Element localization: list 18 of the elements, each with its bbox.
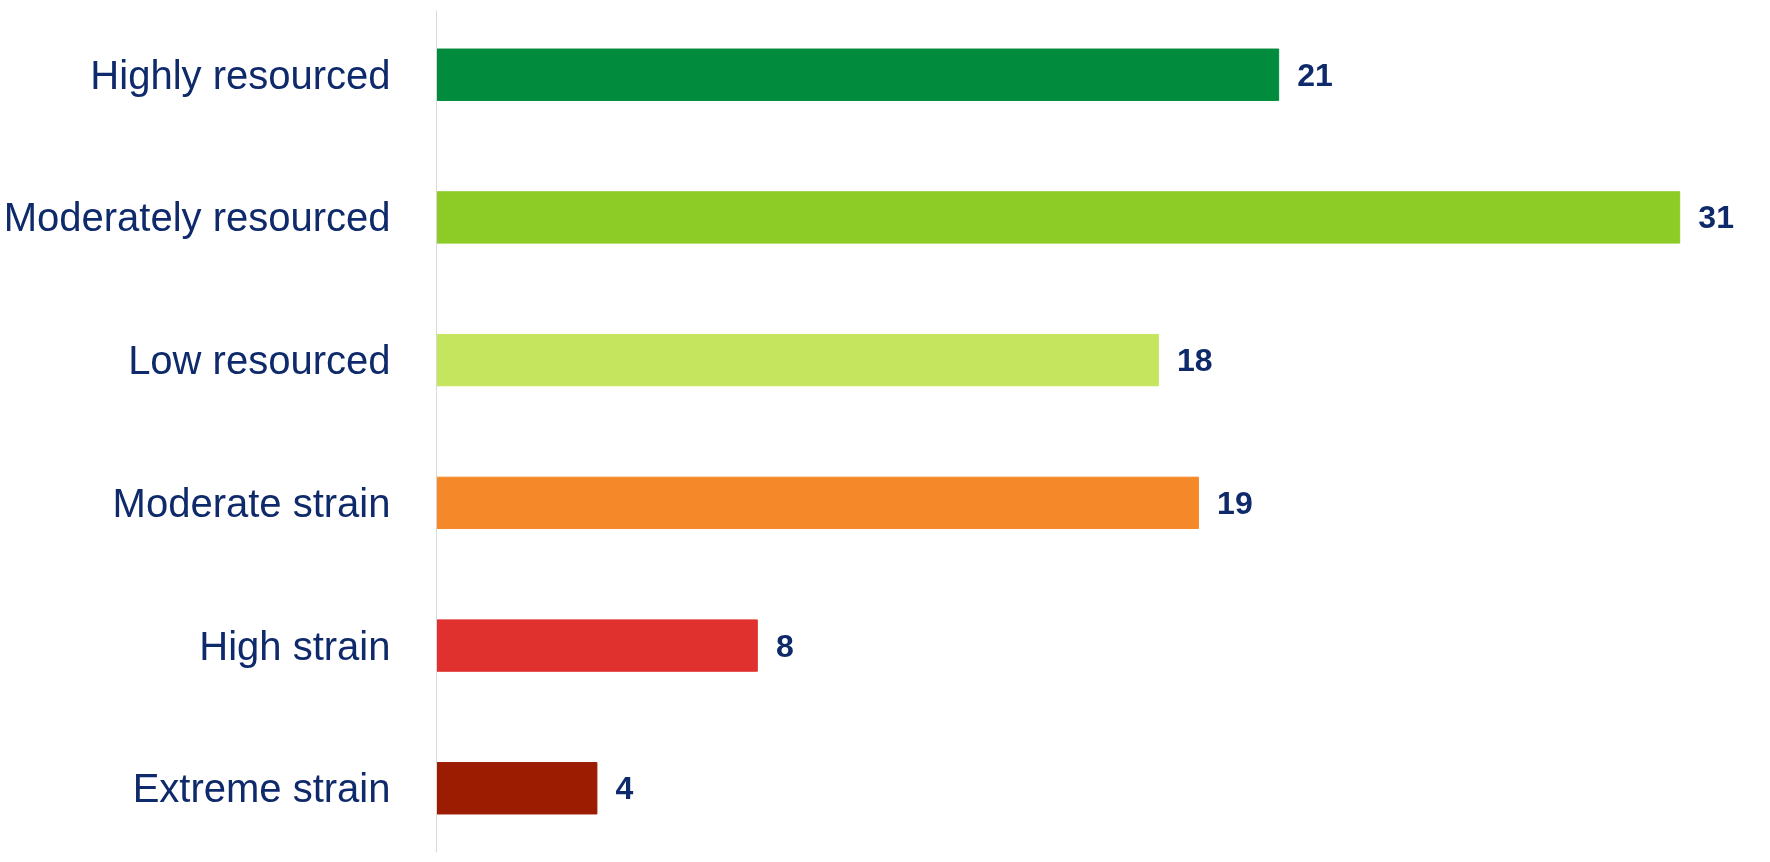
- bar: [436, 191, 1681, 244]
- y-tick-label: Highly resourced: [90, 52, 391, 97]
- y-tick-label: Extreme strain: [132, 766, 391, 811]
- y-tick-label: Moderately resourced: [3, 195, 391, 240]
- y-tick-label: Moderate strain: [112, 480, 391, 525]
- y-tick-label: Low resourced: [128, 338, 391, 383]
- data-label: 18: [1177, 342, 1213, 379]
- data-label: 4: [615, 770, 634, 807]
- y-tick-label: High strain: [199, 623, 391, 668]
- bar: [436, 619, 758, 672]
- data-label: 19: [1217, 484, 1253, 521]
- data-label: 8: [775, 627, 794, 664]
- data-label: 31: [1698, 199, 1734, 236]
- bar: [436, 333, 1159, 387]
- data-label: 21: [1297, 56, 1333, 93]
- bar: [436, 48, 1280, 101]
- bar: [436, 762, 598, 815]
- bar: [436, 476, 1199, 530]
